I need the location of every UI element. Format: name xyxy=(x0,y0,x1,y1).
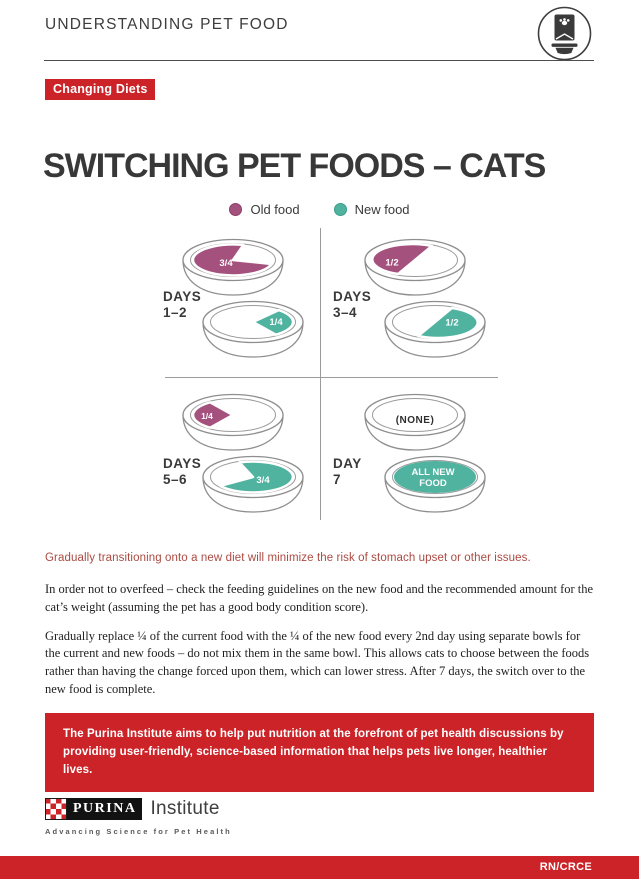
pet-food-bag-and-bowl-icon xyxy=(537,6,592,61)
day-label-1-2: DAYS 1–2 xyxy=(163,289,201,320)
purina-wordmark: PURINA xyxy=(67,798,143,820)
paragraph-replace-method: Gradually replace ¼ of the current food … xyxy=(45,628,590,696)
legend-old-label: Old food xyxy=(250,202,300,217)
bowls-days-5-6: 1/4 3/4 xyxy=(182,393,304,513)
category-badge: Changing Diets xyxy=(45,79,156,100)
old-food-portion-label: 1/4 xyxy=(201,411,213,421)
paragraph-overfeed: In order not to overfeed – check the fee… xyxy=(45,582,594,614)
old-food-portion-label: 1/2 xyxy=(385,258,398,269)
purina-institute-callout: The Purina Institute aims to help put nu… xyxy=(45,713,594,793)
legend-item-old-food: Old food xyxy=(229,202,300,217)
legend: Old food New food xyxy=(0,202,639,217)
new-food-portion-label: 1/4 xyxy=(269,317,283,328)
day-label-5-6: DAYS 5–6 xyxy=(163,456,201,487)
highlight-statement: Gradually transitioning onto a new diet … xyxy=(45,552,531,564)
diagram-vertical-divider xyxy=(320,228,321,520)
diagram-horizontal-divider xyxy=(165,377,498,378)
institute-wordmark: Institute xyxy=(150,798,220,819)
new-food-portion-label-line2: FOOD xyxy=(419,478,447,489)
day-range: 1–2 xyxy=(163,304,188,320)
header-divider xyxy=(44,60,594,61)
bowls-days-1-2: 3/4 1/4 xyxy=(182,238,304,358)
bottom-bar: RN/CRCE xyxy=(0,856,639,879)
day-word: DAYS xyxy=(163,456,202,471)
page-title: SWITCHING PET FOODS – CATS xyxy=(43,146,546,185)
brand-tagline: Advancing Science for Pet Health xyxy=(45,827,232,836)
day-label-3-4: DAYS 3–4 xyxy=(333,289,371,320)
new-food-dot-icon xyxy=(333,203,347,216)
schedule-days-3-4: DAYS 3–4 1/2 1/2 xyxy=(330,226,502,378)
transition-diagram: DAYS 1–2 3/4 1/4 DAYS 3–4 xyxy=(0,226,639,536)
old-food-dot-icon xyxy=(229,203,243,216)
old-food-portion-label: (NONE) xyxy=(396,415,435,426)
day-word: DAYS xyxy=(163,289,202,304)
legend-item-new-food: New food xyxy=(333,202,410,217)
legend-new-label: New food xyxy=(354,202,410,217)
day-range: 7 xyxy=(333,471,342,487)
day-range: 3–4 xyxy=(333,304,358,320)
bowls-day-7: (NONE) ALL NEW FOOD xyxy=(364,393,486,513)
day-label-7: DAY 7 xyxy=(333,456,362,487)
body-text: In order not to overfeed – check the fee… xyxy=(45,581,594,738)
old-food-portion-label: 3/4 xyxy=(219,258,233,269)
schedule-days-1-2: DAYS 1–2 3/4 1/4 xyxy=(148,226,320,378)
new-food-portion-label: 3/4 xyxy=(256,475,270,486)
brand-logo-row: PURINA Institute xyxy=(45,798,232,820)
day-word: DAYS xyxy=(333,289,372,304)
document-code: RN/CRCE xyxy=(539,861,592,873)
new-food-portion-label-line1: ALL NEW xyxy=(411,467,454,478)
new-food-portion-label: 1/2 xyxy=(445,318,458,329)
brand-footer: PURINA Institute Advancing Science for P… xyxy=(45,798,232,836)
day-word: DAY xyxy=(333,456,362,471)
purina-checkerboard-icon xyxy=(45,798,67,820)
bowls-days-3-4: 1/2 1/2 xyxy=(364,238,486,358)
schedule-days-5-6: DAYS 5–6 1/4 3/4 xyxy=(148,381,320,533)
document-header-title: UNDERSTANDING PET FOOD xyxy=(45,16,289,33)
day-range: 5–6 xyxy=(163,471,188,487)
schedule-day-7: DAY 7 (NONE) ALL NEW FOOD xyxy=(330,381,502,533)
